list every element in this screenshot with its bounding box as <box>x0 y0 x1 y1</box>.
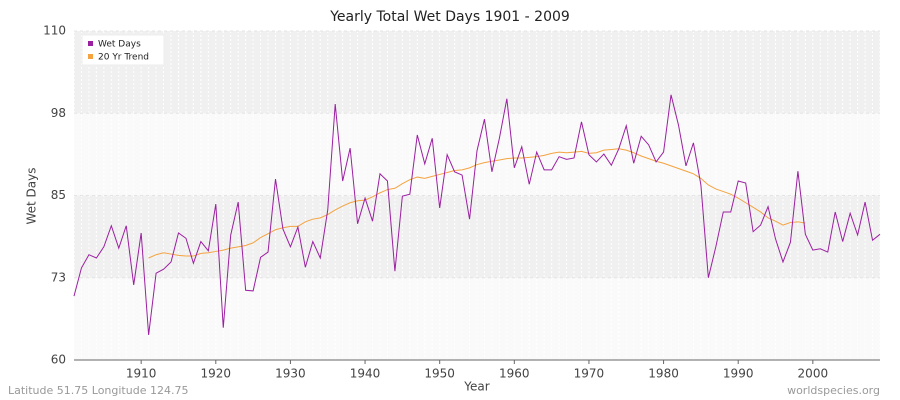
x-tick-label: 1940 <box>350 367 381 381</box>
y-axis-label: Wet Days <box>25 167 39 224</box>
x-tick-label: 1990 <box>723 367 754 381</box>
legend-label: 20 Yr Trend <box>98 53 149 63</box>
legend-swatch <box>88 41 93 46</box>
x-tick-label: 1960 <box>499 367 530 381</box>
x-tick-label: 1930 <box>275 367 306 381</box>
footer-left: Latitude 51.75 Longitude 124.75 <box>8 384 188 397</box>
x-tick-label: 1980 <box>648 367 679 381</box>
chart-title: Yearly Total Wet Days 1901 - 2009 <box>329 9 570 25</box>
y-tick-label: 98 <box>51 106 66 120</box>
y-tick-label: 85 <box>51 188 66 202</box>
legend-box <box>81 34 165 66</box>
legend-swatch <box>88 54 93 59</box>
y-tick-label: 60 <box>51 353 66 367</box>
x-axis-label: Year <box>463 380 489 394</box>
y-tick-label: 110 <box>43 24 66 38</box>
x-tick-label: 1920 <box>201 367 232 381</box>
x-tick-label: 1950 <box>424 367 455 381</box>
y-tick-label: 73 <box>51 270 66 284</box>
x-tick-label: 1910 <box>126 367 157 381</box>
legend-label: Wet Days <box>98 40 141 50</box>
x-tick-label: 2000 <box>798 367 829 381</box>
footer-right: worldspecies.org <box>787 384 880 397</box>
series-line <box>73 94 881 336</box>
series-line <box>148 148 806 259</box>
x-tick-label: 1970 <box>574 367 605 381</box>
